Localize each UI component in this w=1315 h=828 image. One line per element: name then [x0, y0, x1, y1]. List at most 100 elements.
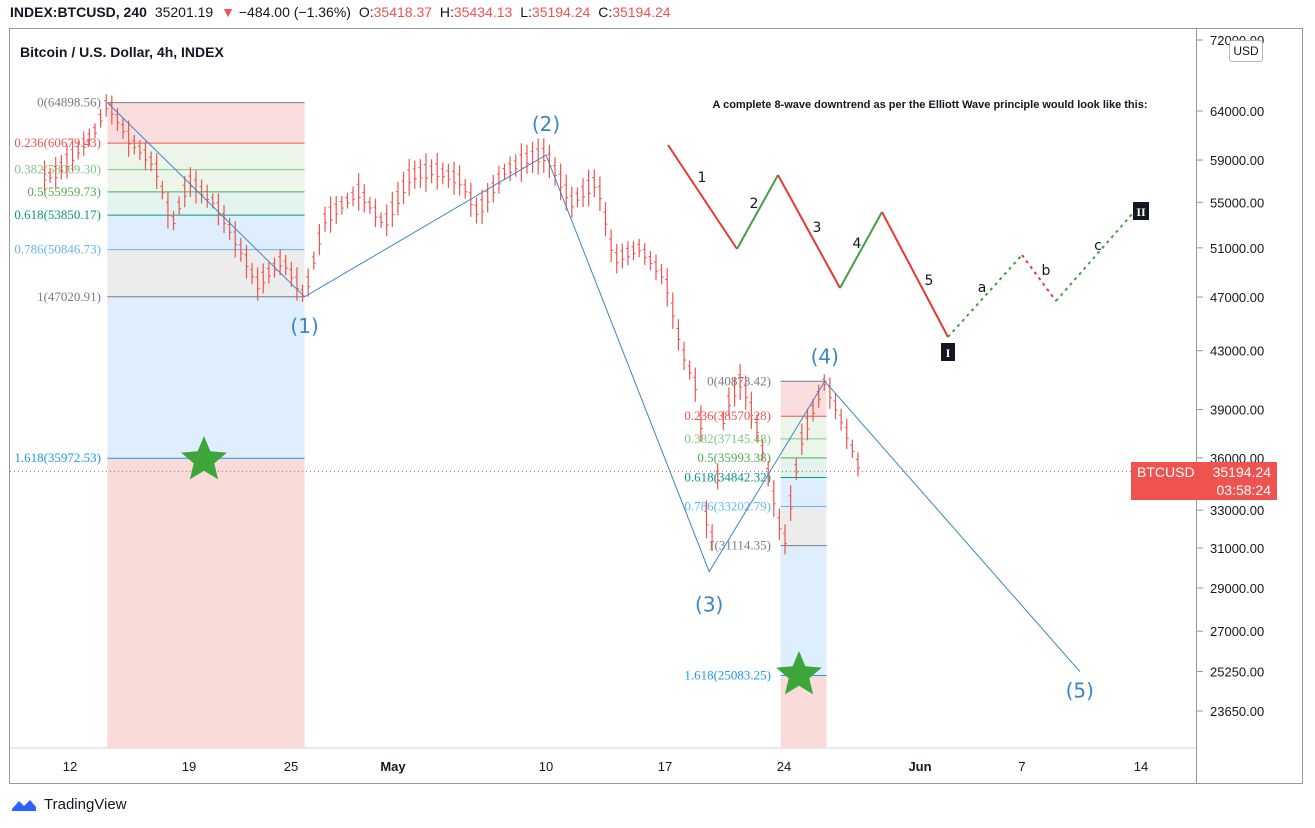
schematic-wave-label: 1 [698, 170, 707, 186]
y-tick-label: 59000.00 [1210, 153, 1264, 168]
y-tick-label: 55000.00 [1210, 195, 1264, 210]
fib-level-label: 1.618(35972.53) [14, 450, 101, 465]
marker-ii-label: II [1136, 205, 1146, 219]
low-value: 35194.24 [531, 4, 591, 20]
fib-level-label: 0.236(38570.28) [684, 408, 771, 423]
high-value: 35434.13 [453, 4, 513, 20]
wave-label: (5) [1066, 679, 1094, 703]
fib-zone [780, 416, 827, 439]
schematic-correction-segment [947, 254, 1023, 338]
y-tick-label: 43000.00 [1210, 344, 1264, 359]
schematic-wave-label: 5 [925, 273, 934, 289]
close-label: C: [598, 4, 613, 20]
y-tick-label: 64000.00 [1210, 104, 1264, 119]
fib-zone [780, 381, 827, 417]
x-tick-label: 17 [658, 759, 672, 774]
x-tick-label: Jun [908, 759, 931, 774]
fib-level-label: 0.382(37145.48) [684, 431, 771, 446]
tradingview-logo[interactable]: TradingView [10, 796, 127, 813]
chart-legend-title: Bitcoin / U.S. Dollar, 4h, INDEX [20, 44, 224, 60]
price-tag-symbol: BTCUSD [1137, 464, 1195, 480]
fib-zone [780, 545, 827, 676]
fib-level-label: 0.5(55959.73) [27, 184, 101, 199]
fib-level-label: 0(40873.42) [707, 373, 771, 388]
marker-i-label: I [946, 346, 951, 360]
chart-pane[interactable] [9, 28, 1197, 784]
fib-zone [780, 438, 827, 458]
low-label: L: [520, 4, 532, 20]
symbol-name[interactable]: INDEX:BTCUSD, 240 [10, 4, 147, 20]
y-tick-label: 23650.00 [1210, 704, 1264, 719]
schematic-wave-label: 4 [853, 236, 862, 252]
schematic-correction-segment [1055, 204, 1141, 302]
fib-zone [107, 215, 305, 250]
price-tag-value: 35194.24 [1212, 464, 1271, 480]
currency-button[interactable]: USD [1229, 40, 1263, 62]
x-tick-label: 7 [1018, 759, 1025, 774]
schematic-wave-label: a [978, 280, 987, 296]
target-star-icon [776, 651, 822, 695]
schematic-wave-segment [839, 211, 883, 289]
x-tick-label: 19 [182, 759, 196, 774]
y-tick-label: 25250.00 [1210, 665, 1264, 680]
x-tick-label: May [380, 759, 406, 774]
y-tick-label: 51000.00 [1210, 241, 1264, 256]
fib-level-label: 0.786(33202.79) [684, 499, 771, 514]
fib-level-label: 1(31114.35) [708, 538, 771, 553]
x-tick-label: 10 [539, 759, 553, 774]
schematic-wave-label: c [1094, 238, 1102, 254]
fib-zone [780, 477, 827, 507]
wave-label: (1) [290, 314, 318, 338]
fib-level-label: 0.382(58069.30) [14, 162, 101, 177]
x-tick-label: 14 [1134, 759, 1148, 774]
high-label: H: [439, 4, 454, 20]
fib-zone [107, 102, 305, 144]
y-tick-label: 27000.00 [1210, 624, 1264, 639]
tradingview-logo-icon [12, 799, 36, 811]
tradingview-brand: TradingView [44, 796, 127, 813]
fib-zone [107, 143, 305, 170]
price-change: −484.00 (−1.36%) [238, 4, 351, 20]
schematic-wave-label: b [1042, 263, 1051, 279]
x-tick-label: 25 [284, 759, 298, 774]
schematic-wave-segment [667, 144, 738, 250]
open-value: 35418.37 [373, 4, 433, 20]
price-scale[interactable] [1197, 28, 1303, 784]
open-label: O: [358, 4, 374, 20]
fib-level-label: 0.786(50846.73) [14, 242, 101, 257]
marker-ii-box [1133, 202, 1149, 220]
last-price-tag: BTCUSD 35194.24 03:58:24 [1131, 462, 1277, 500]
annotation-text: A complete 8-wave downtrend as per the E… [713, 99, 1148, 111]
x-tick-label: 24 [777, 759, 791, 774]
last-price: 35201.19 [154, 4, 214, 20]
fib-level-label: 0.236(60679.43) [14, 135, 101, 150]
schematic-wave-label: 3 [813, 220, 822, 236]
fib-level-label: 0.5(35993.38) [697, 450, 771, 465]
schematic-wave-segment [777, 174, 841, 289]
fib-zone [780, 506, 827, 546]
schematic-wave-segment [736, 174, 779, 250]
fib-zone [107, 191, 305, 216]
wave-label: (4) [811, 344, 839, 368]
fib-zone [107, 296, 305, 459]
y-tick-label: 47000.00 [1210, 290, 1264, 305]
symbol-header: INDEX:BTCUSD, 240 35201.19 ▼ −484.00 (−1… [10, 4, 675, 26]
wave-label: (2) [532, 112, 560, 136]
schematic-correction-segment [1021, 254, 1057, 302]
fib-extension-zone [107, 458, 305, 748]
fib-zone [107, 169, 305, 192]
close-value: 35194.24 [612, 4, 671, 20]
schematic-wave-segment [881, 211, 949, 338]
fib-level-label: 0.618(34842.32) [684, 469, 771, 484]
schematic-wave-label: 2 [750, 196, 759, 212]
y-tick-label: 39000.00 [1210, 403, 1264, 418]
fib-level-label: 0.618(53850.17) [14, 207, 101, 222]
y-tick-label: 29000.00 [1210, 581, 1264, 596]
fib-zone [780, 457, 827, 478]
fib-zone [107, 249, 305, 297]
elliott-wave-line [107, 102, 1081, 672]
change-arrow-icon: ▼ [221, 4, 235, 20]
wave-label: (3) [695, 593, 723, 617]
target-star-icon [181, 436, 227, 480]
